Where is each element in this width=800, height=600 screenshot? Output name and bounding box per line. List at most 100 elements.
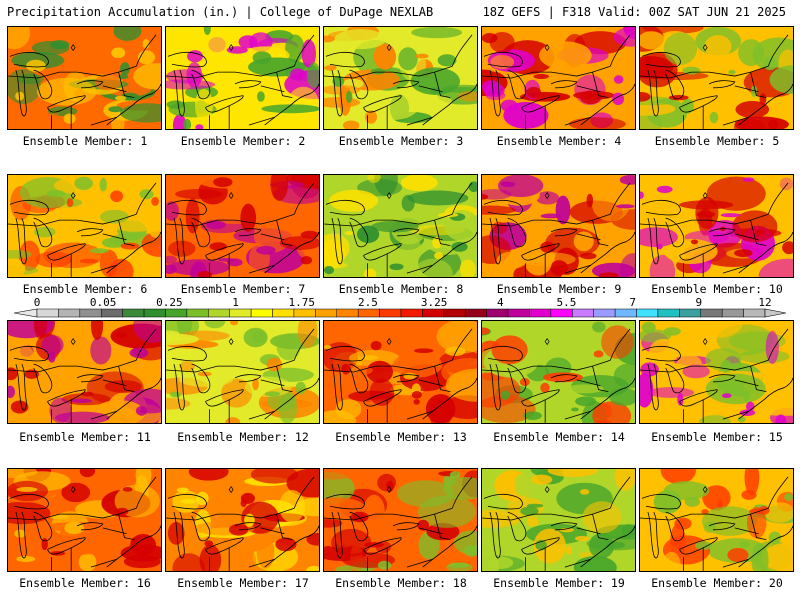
ensemble-map-panel	[323, 174, 478, 278]
precip-blob	[756, 229, 764, 236]
colorbar-swatch	[336, 308, 359, 318]
map-marker	[702, 338, 708, 346]
precip-blob	[445, 368, 477, 402]
precip-blob	[47, 112, 63, 129]
precip-blob	[324, 265, 335, 275]
map-boundary-line	[434, 514, 451, 541]
precip-blob	[641, 321, 656, 334]
precip-blob	[706, 176, 766, 211]
precip-blob	[573, 555, 617, 571]
map-boundary-line	[641, 493, 681, 510]
ensemble-member-label: Ensemble Member: 10	[651, 282, 783, 296]
map-boundary-line	[521, 537, 560, 555]
header-title-left: Precipitation Accumulation (in.) | Colle…	[7, 5, 434, 19]
map-boundary-line	[248, 264, 275, 274]
precip-blob	[264, 391, 281, 397]
precip-blob	[735, 100, 770, 119]
colorbar-tick-label: 3.25	[421, 296, 448, 309]
map-marker	[70, 338, 76, 346]
precip-blob	[482, 194, 489, 200]
map-marker	[702, 192, 708, 200]
precip-blob	[238, 35, 258, 49]
map-boundary-line	[679, 243, 718, 261]
precip-blob	[533, 528, 566, 564]
map-boundary-line	[102, 527, 127, 535]
precip-blob	[500, 390, 510, 400]
map-boundary-line	[576, 233, 601, 241]
precip-blob	[50, 40, 70, 50]
map-marker	[386, 486, 392, 494]
precip-blob	[644, 55, 651, 69]
precip-blob	[115, 507, 129, 516]
ensemble-member-label: Ensemble Member: 16	[19, 576, 151, 590]
precip-blob	[178, 371, 234, 387]
map-boundary-line	[647, 363, 659, 411]
precip-blob	[500, 181, 511, 186]
map-boundary-line	[679, 95, 718, 113]
map-boundary-line	[47, 537, 86, 555]
map-boundary-line	[118, 514, 135, 541]
map-boundary-line	[451, 476, 473, 509]
map-boundary-line	[234, 374, 262, 383]
precip-blob	[166, 264, 177, 275]
precip-blob	[120, 242, 140, 250]
precip-blob	[133, 63, 161, 90]
ensemble-map-panel	[481, 26, 636, 130]
precip-blob	[185, 198, 200, 234]
precip-blob	[500, 99, 518, 112]
precip-blob	[719, 226, 726, 232]
precip-blob	[90, 321, 104, 341]
map-boundary-line	[592, 366, 609, 393]
precip-blob	[720, 359, 732, 373]
precip-blob	[437, 54, 457, 67]
precip-blob	[663, 481, 710, 501]
precip-blob	[139, 189, 154, 200]
map-boundary-line	[106, 83, 161, 126]
precip-blob	[482, 32, 498, 44]
map-boundary-line	[392, 522, 420, 531]
precip-blob	[721, 393, 732, 399]
map-boundary-line	[264, 83, 319, 126]
precip-blob	[705, 348, 742, 371]
colorbar-swatch	[165, 308, 188, 318]
map-boundary-line	[102, 233, 127, 241]
precip-blob	[592, 401, 632, 423]
precip-blob	[761, 542, 793, 571]
map-boundary-line	[767, 328, 789, 361]
precip-blob	[399, 234, 421, 260]
precip-blob	[592, 321, 606, 333]
precip-blob	[370, 340, 382, 351]
colorbar: 0 0.05 0.25 1 1.75 2.5 3.25 4 5.5 7 9 12	[0, 296, 800, 320]
map-boundary-line	[325, 199, 365, 216]
precip-blob	[17, 73, 45, 85]
ensemble-map-panel	[165, 320, 320, 424]
map-boundary-line	[166, 507, 295, 521]
precip-blob	[519, 378, 530, 386]
precip-blob	[640, 188, 656, 203]
map-boundary-line	[422, 231, 477, 274]
precip-blob	[290, 68, 306, 80]
map-boundary-line	[106, 525, 161, 568]
map-boundary-line	[276, 220, 293, 247]
map-boundary-line	[592, 514, 609, 541]
ensemble-member-label: Ensemble Member: 13	[335, 430, 467, 444]
map-boundary-line	[264, 231, 319, 274]
precip-blob	[533, 562, 584, 571]
precip-blob	[688, 321, 744, 339]
map-boundary-line	[722, 116, 749, 126]
precip-blob	[613, 27, 635, 47]
precip-blob	[640, 31, 665, 50]
precip-blob	[720, 213, 741, 218]
map-boundary-line	[234, 228, 262, 237]
precip-blob	[539, 41, 592, 70]
precip-blob	[640, 92, 651, 102]
map-boundary-line	[90, 116, 117, 126]
ensemble-member-label: Ensemble Member: 2	[180, 134, 306, 148]
precip-blob	[122, 487, 133, 492]
precip-blob	[378, 321, 426, 342]
ensemble-member-label: Ensemble Member: 1	[22, 134, 148, 148]
colorbar-swatch	[186, 308, 209, 318]
precip-blob	[61, 482, 91, 503]
precip-blob	[547, 469, 598, 478]
map-boundary-line	[331, 69, 343, 117]
